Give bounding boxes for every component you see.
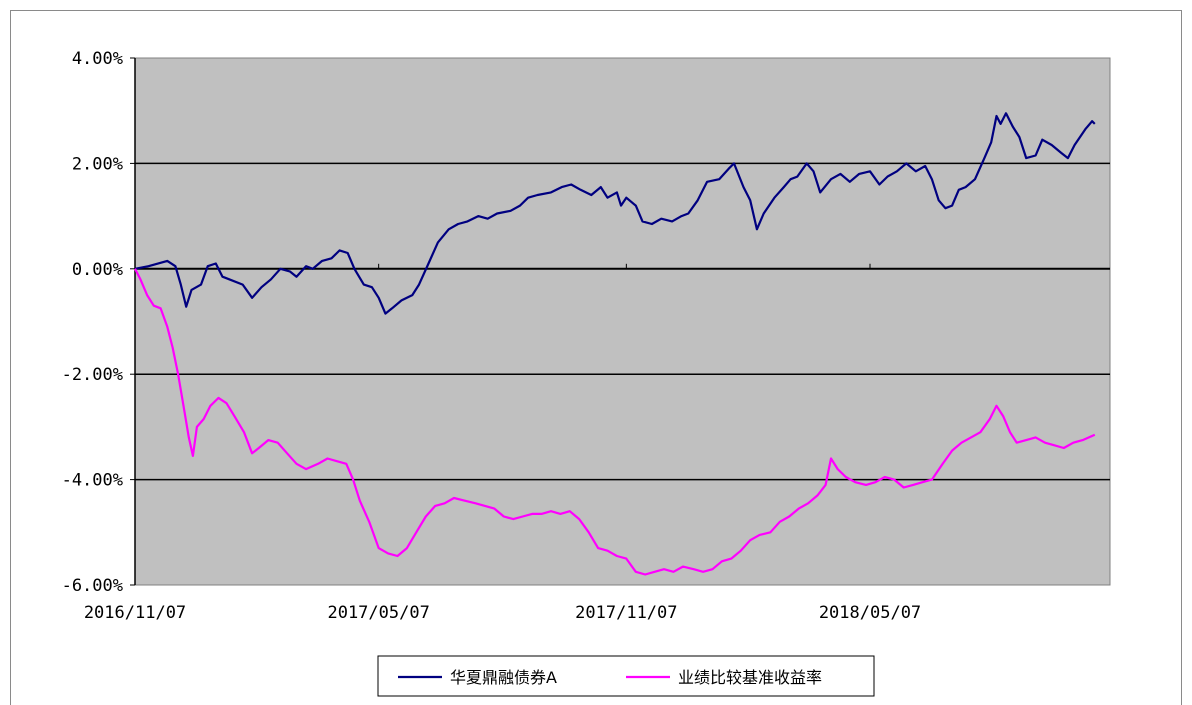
y-tick-label: -6.00% <box>62 576 123 596</box>
y-tick-label: 2.00% <box>72 154 123 174</box>
x-tick-label: 2017/11/07 <box>575 603 677 623</box>
legend-label-1: 华夏鼎融债券A <box>450 668 557 687</box>
x-tick-label: 2016/11/07 <box>84 603 186 623</box>
y-tick-label: 0.00% <box>72 260 123 280</box>
series-line-1 <box>134 112 1096 315</box>
y-tick-label: -4.00% <box>62 471 123 491</box>
plot-area <box>134 57 1111 586</box>
y-tick-label: 4.00% <box>72 49 123 69</box>
x-tick-label: 2018/05/07 <box>819 603 921 623</box>
series-line-2 <box>134 268 1096 576</box>
legend-label-2: 业绩比较基准收益率 <box>678 668 822 687</box>
x-tick-label: 2017/05/07 <box>327 603 429 623</box>
y-tick-label: -2.00% <box>62 365 123 385</box>
